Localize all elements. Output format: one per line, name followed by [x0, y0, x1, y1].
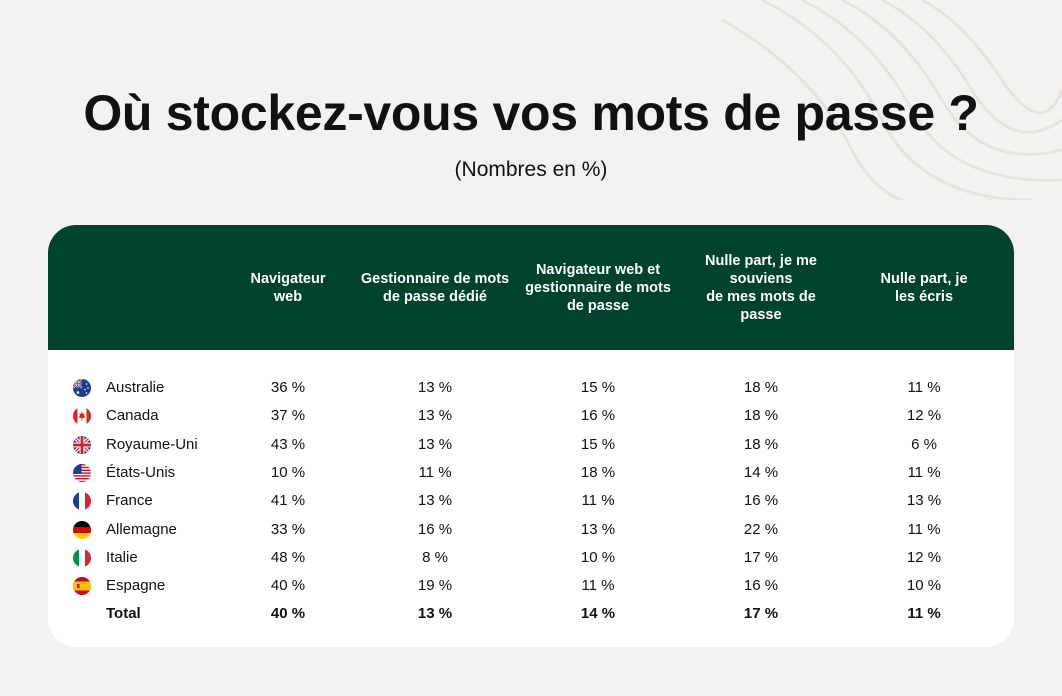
cell-value: 12 % — [906, 548, 942, 566]
table-header — [48, 225, 1014, 350]
decorative-background-lines — [721, 0, 1062, 200]
cell-value: 16 % — [743, 492, 779, 510]
cell-value: 16 % — [743, 577, 779, 595]
cell-value: 17 % — [743, 605, 779, 623]
table-card: Navigateur web Gestionnaire de mots de pa… — [48, 225, 1014, 647]
cell-value: 13 % — [417, 435, 453, 453]
table-row: États-Unis 10 % 11 % 18 % 14 % 11 % — [48, 459, 1014, 487]
cell-value: 18 % — [743, 407, 779, 425]
cell-value: 22 % — [743, 520, 779, 538]
cell-value: 11 % — [418, 463, 452, 481]
cell-value: 13 % — [417, 407, 453, 425]
table-row: Allemagne 33 % 16 % 13 % 22 % 11 % — [48, 516, 1014, 544]
table-row: France 41 % 13 % 11 % 16 % 13 % — [48, 487, 1014, 515]
cell-value: 13 % — [417, 605, 453, 623]
column-header-5: Nulle part, je les écris — [880, 270, 968, 305]
cell-value: 15 % — [580, 379, 616, 396]
cell-value: 10 % — [580, 548, 616, 566]
cell-value: 18 % — [743, 435, 779, 453]
table-row: Royaume-Uni 43 % 13 % 15 % 18 % 6 % — [48, 431, 1014, 459]
cell-value: 15 % — [580, 435, 616, 453]
it-flag — [73, 548, 91, 567]
country-name: Espagne — [106, 577, 166, 595]
country-name: Allemagne — [106, 520, 177, 538]
cell-value: 18 % — [743, 379, 779, 396]
gb-flag — [73, 435, 91, 454]
table-row: Italie 48 % 8 % 10 % 17 % 12 % — [48, 544, 1014, 572]
total-label: Total — [106, 605, 141, 623]
country-name: France — [106, 492, 153, 510]
cell-value: 13 % — [417, 492, 453, 510]
cell-value: 33 % — [270, 520, 306, 538]
cell-value: 11 % — [581, 577, 615, 595]
cell-value: 11 % — [907, 463, 941, 481]
cell-value: 18 % — [580, 463, 616, 481]
cell-value: 13 % — [906, 492, 942, 510]
table-row: Australie 36 % 13 % 15 % 18 % 11 % — [48, 374, 1014, 402]
cell-value: 40 % — [270, 605, 306, 623]
cell-value: 11 % — [581, 492, 615, 510]
cell-value: 14 % — [743, 463, 779, 481]
table-row: Canada 37 % 13 % 16 % 18 % 12 % — [48, 402, 1014, 430]
cell-value: 40 % — [270, 577, 306, 595]
cell-value: 11 % — [907, 520, 941, 538]
us-flag — [73, 463, 91, 482]
cell-value: 8 % — [422, 548, 448, 566]
cell-value: 13 % — [417, 379, 453, 396]
chart-subtitle: (Nombres en %) — [454, 158, 608, 181]
cell-value: 37 % — [270, 407, 306, 425]
cell-value: 12 % — [906, 407, 942, 425]
au-flag — [73, 379, 91, 397]
cell-value: 16 % — [417, 520, 453, 538]
country-name: États-Unis — [106, 463, 176, 481]
fr-flag — [73, 492, 91, 511]
column-header-1: Navigateur web — [250, 270, 326, 305]
cell-value: 48 % — [270, 548, 306, 566]
column-header-3: Navigateur web et gestionnaire de mots d… — [525, 261, 671, 314]
de-flag — [73, 520, 91, 539]
country-name: Australie — [106, 379, 165, 396]
cell-value: 41 % — [270, 492, 306, 510]
cell-value: 10 % — [270, 463, 306, 481]
cell-value: 36 % — [270, 379, 306, 396]
chart-title: Où stockez-vous vos mots de passe ? — [83, 85, 979, 141]
cell-value: 17 % — [743, 548, 779, 566]
cell-value: 14 % — [580, 605, 616, 623]
cell-value: 10 % — [906, 577, 942, 595]
column-header-2: Gestionnaire de mots de passe dédié — [360, 270, 510, 305]
cell-value: 11 % — [907, 605, 941, 623]
country-name: Canada — [106, 407, 159, 425]
cell-value: 6 % — [911, 435, 937, 453]
cell-value: 13 % — [580, 520, 616, 538]
cell-value: 11 % — [907, 379, 941, 396]
total-row: Total 40 % 13 % 14 % 17 % 11 % — [48, 600, 1014, 628]
country-name: Royaume-Uni — [106, 435, 198, 453]
country-name: Italie — [106, 548, 138, 566]
column-header-4: Nulle part, je me souviens de mes mots d… — [704, 252, 817, 323]
ca-flag — [73, 407, 91, 426]
cell-value: 43 % — [270, 435, 306, 453]
cell-value: 19 % — [417, 577, 453, 595]
cell-value: 16 % — [580, 407, 616, 425]
table-row: Espagne 40 % 19 % 11 % 16 % 10 % — [48, 572, 1014, 600]
es-flag — [73, 577, 91, 596]
